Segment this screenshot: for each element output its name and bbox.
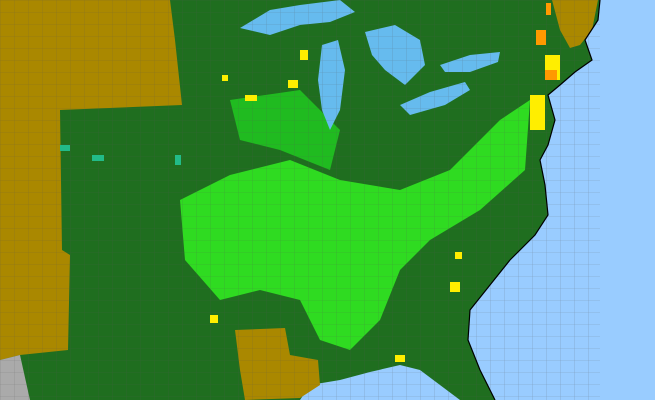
coastline (467, 0, 601, 400)
county-lines (0, 0, 600, 400)
teal-counties (60, 145, 181, 165)
orange-counties (536, 3, 557, 80)
